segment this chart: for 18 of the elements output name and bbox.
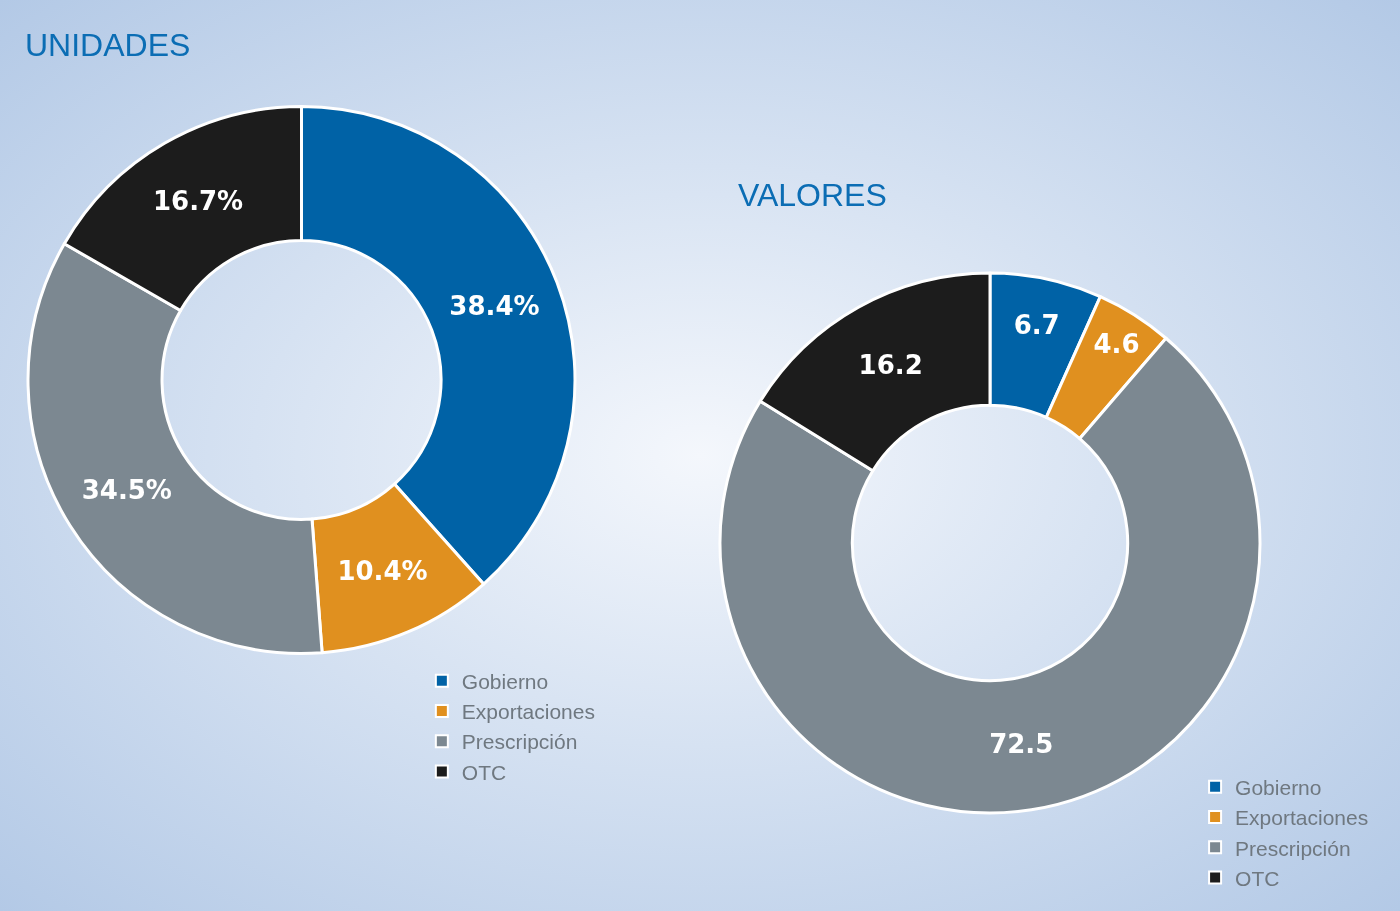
chart-title: VALORES: [738, 177, 887, 214]
data-label: 6.7: [1013, 309, 1060, 340]
data-label: 38.4%: [449, 291, 540, 322]
legend-label: Exportaciones: [461, 700, 595, 724]
legend-label: Exportaciones: [1235, 806, 1369, 830]
data-label: 16.7%: [152, 186, 244, 217]
data-label: 4.6: [1093, 328, 1140, 359]
chart-title: UNIDADES: [25, 27, 191, 64]
legend-label: Gobierno: [1235, 775, 1322, 799]
data-label: 10.4%: [337, 555, 428, 586]
legend-label: Prescripción: [461, 730, 578, 754]
legend-label: OTC: [1235, 866, 1280, 890]
legend-label: Prescripción: [1235, 836, 1351, 860]
data-label: 16.2: [858, 349, 923, 380]
legend-label: Gobierno: [461, 669, 549, 693]
legend-label: OTC: [461, 760, 507, 784]
data-label: 34.5%: [81, 475, 172, 506]
data-label: 72.5: [989, 729, 1054, 760]
